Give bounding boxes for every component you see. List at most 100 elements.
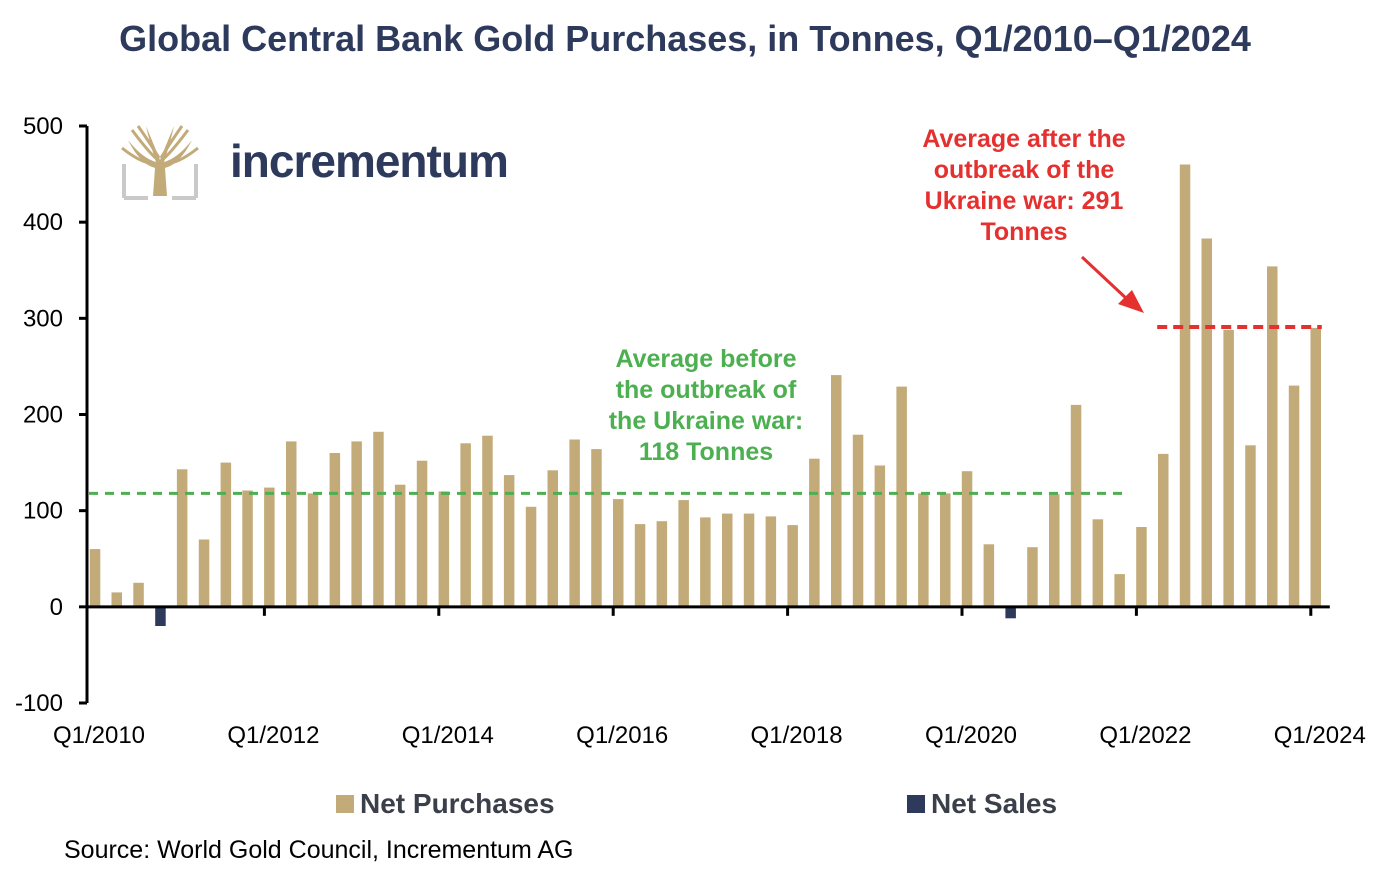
bar-net-purchases: [1310, 327, 1321, 607]
bar-net-purchases: [394, 484, 406, 607]
bar-net-purchases: [176, 469, 188, 607]
legend-swatch-net-sales: [907, 795, 925, 813]
bar-net-purchases: [678, 500, 689, 607]
bars-group: [89, 164, 1321, 626]
bar-net-purchases: [591, 449, 602, 607]
bar-net-purchases: [896, 386, 907, 607]
bar-net-purchases: [242, 490, 253, 607]
y-tick-label: 300: [23, 305, 63, 332]
bar-net-purchases: [133, 582, 144, 607]
annotation-before-line: Average before: [615, 345, 796, 373]
bar-net-purchases: [329, 453, 341, 607]
bar-net-purchases: [373, 431, 384, 607]
bar-net-purchases: [1179, 164, 1191, 607]
bar-net-purchases: [460, 443, 471, 607]
bar-net-purchases: [286, 441, 297, 607]
x-tick-label: Q1/2018: [751, 722, 843, 749]
bar-net-sales: [155, 606, 166, 626]
bar-net-purchases: [831, 375, 842, 607]
axes-group: [79, 124, 1330, 705]
annotation-after-line: Ukraine war: 291: [925, 187, 1124, 215]
legend-item-net-sales: Net Sales: [907, 788, 1057, 820]
legend-label: Net Purchases: [360, 788, 555, 819]
bar-net-purchases: [220, 462, 232, 607]
bar-net-purchases: [1267, 266, 1278, 607]
x-tick-label: Q1/2022: [1099, 722, 1191, 749]
y-tick-labels: -100 0 100 200 300 400 500: [15, 113, 63, 717]
y-tick-label: 0: [50, 594, 63, 621]
bar-net-purchases: [700, 517, 711, 607]
bar-net-sales: [1005, 606, 1016, 619]
bar-net-purchases: [634, 524, 646, 607]
bar-net-purchases: [1070, 404, 1082, 607]
bar-net-purchases: [1136, 527, 1147, 607]
x-tick-label: Q1/2012: [227, 722, 319, 749]
bar-net-purchases: [438, 491, 450, 607]
annotation-before-line: the Ukraine war:: [609, 407, 804, 435]
bar-net-purchases: [1223, 329, 1234, 607]
x-tick-label: Q1/2020: [925, 722, 1017, 749]
bar-net-purchases: [482, 435, 493, 607]
x-tick-label: Q1/2014: [402, 722, 494, 749]
bar-net-purchases: [307, 493, 319, 607]
bar-net-purchases: [918, 493, 929, 607]
chart-title: Global Central Bank Gold Purchases, in T…: [119, 18, 1251, 59]
bar-net-purchases: [722, 513, 733, 607]
bar-net-purchases: [743, 513, 755, 607]
bar-net-purchases: [1288, 385, 1300, 607]
annotation-arrow-line: [1080, 255, 1130, 302]
bar-net-purchases: [1027, 547, 1038, 607]
brand-name: incrementum: [230, 135, 509, 187]
y-tick-label: 400: [23, 209, 63, 236]
bar-net-purchases: [569, 439, 580, 607]
arrow-head-icon: [1118, 290, 1144, 313]
legend-item-net-purchases: Net Purchases: [336, 788, 555, 820]
bar-net-purchases: [1245, 445, 1256, 607]
legend-swatch-net-purchases: [336, 795, 354, 813]
bar-net-purchases: [547, 470, 558, 607]
annotation-after-line: Average after the: [922, 125, 1125, 153]
bar-net-purchases: [1201, 238, 1212, 607]
annotation-after-line: Tonnes: [980, 218, 1067, 246]
bar-net-purchases: [503, 475, 515, 607]
bar-net-purchases: [1049, 494, 1060, 607]
y-tick-label: 500: [23, 113, 63, 140]
x-tick-label: Q1/2016: [576, 722, 668, 749]
annotation-before-line: the outbreak of: [616, 376, 797, 404]
annotation-before-line: 118 Tonnes: [639, 438, 773, 466]
bar-net-purchases: [940, 493, 951, 607]
annotations-group: Average before the outbreak of the Ukraine…: [609, 125, 1144, 466]
x-tick-labels: Q1/2010 Q1/2012 Q1/2014 Q1/2016 Q1/2018 Q1/20…: [53, 722, 1366, 749]
x-tick-label: Q1/2010: [53, 722, 145, 749]
bar-net-purchases: [809, 458, 820, 607]
bar-net-purchases: [1158, 453, 1169, 607]
y-tick-label: 200: [23, 402, 63, 429]
y-tick-label: 100: [23, 498, 63, 525]
y-tick-label: -100: [15, 690, 63, 717]
average-lines-group: [89, 325, 1322, 495]
bar-net-purchases: [525, 506, 537, 607]
legend: Net Purchases Net Sales: [0, 788, 1390, 828]
bar-net-purchases: [111, 592, 122, 607]
bar-net-purchases: [852, 434, 864, 607]
tree-logo-icon: [120, 124, 200, 205]
bar-net-purchases: [961, 471, 973, 607]
annotation-after-line: outbreak of the: [934, 156, 1115, 184]
bar-net-purchases: [1114, 574, 1125, 607]
bar-net-purchases: [765, 516, 777, 607]
legend-label: Net Sales: [931, 788, 1058, 819]
bar-net-purchases: [89, 549, 101, 607]
x-tick-label: Q1/2024: [1274, 722, 1366, 749]
bar-net-purchases: [983, 544, 995, 607]
source-note: Source: World Gold Council, Incrementum …: [64, 836, 574, 864]
bar-net-purchases: [1092, 519, 1104, 607]
bar-net-purchases: [787, 525, 798, 607]
bar-net-purchases: [351, 441, 362, 607]
bar-net-purchases: [416, 460, 428, 607]
bar-net-purchases: [874, 465, 886, 607]
bar-net-purchases: [264, 487, 275, 607]
bar-net-purchases: [198, 539, 210, 607]
bar-net-purchases: [613, 499, 624, 607]
bar-net-purchases: [656, 521, 668, 607]
